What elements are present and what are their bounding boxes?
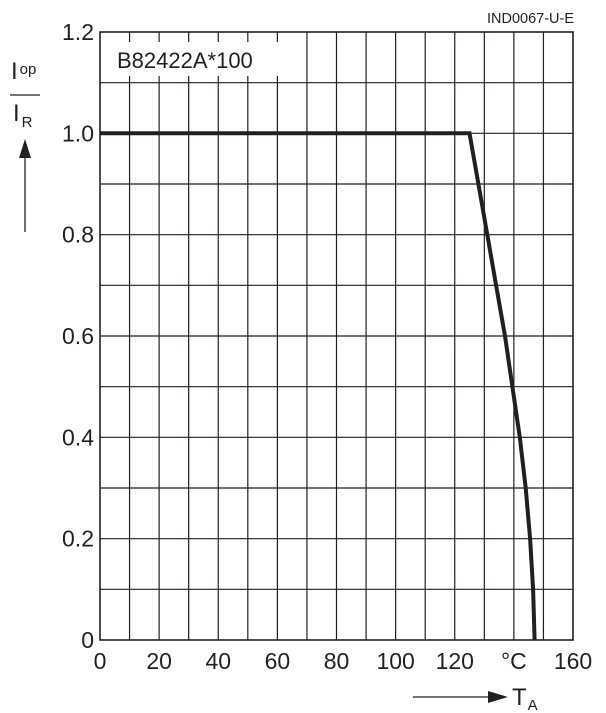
y-tick-label: 0.8	[62, 222, 94, 248]
tick-labels: 0 20 40 60 80 100 120 °C 160 0 0.2 0.4 0.6 0.8 1.0 1.2	[62, 19, 592, 674]
x-tick-label: 120	[436, 648, 474, 674]
y-tick-label: 0.4	[62, 424, 94, 450]
y-tick-label: 1.0	[62, 120, 94, 146]
x-tick-label: 160	[554, 648, 592, 674]
x-tick-label: 0	[94, 648, 107, 674]
x-axis-label: TA	[512, 684, 538, 713]
annotation-background	[106, 42, 278, 76]
x-tick-label: 60	[265, 648, 291, 674]
part-number-box: B82422A*100	[106, 42, 278, 76]
x-tick-label: 40	[205, 648, 231, 674]
y-tick-label: 0.6	[62, 323, 94, 349]
x-axis-arrow-head	[488, 691, 508, 703]
x-tick-label: °C	[501, 648, 527, 674]
y-tick-label: 0.2	[62, 526, 94, 552]
derating-curve	[100, 131, 537, 641]
document-id: IND0067-U-E	[487, 11, 574, 27]
y-tick-label: 1.2	[62, 19, 94, 45]
x-tick-label: 100	[376, 648, 414, 674]
y-tick-label: 0	[81, 627, 94, 653]
part-number-annotation: B82422A*100	[117, 48, 253, 73]
y-axis-arrow-head	[19, 139, 31, 158]
x-tick-label: 20	[146, 648, 172, 674]
x-tick-label: 80	[324, 648, 350, 674]
grid	[100, 32, 573, 640]
plot-frame	[99, 31, 574, 641]
curve-layer	[100, 131, 537, 641]
